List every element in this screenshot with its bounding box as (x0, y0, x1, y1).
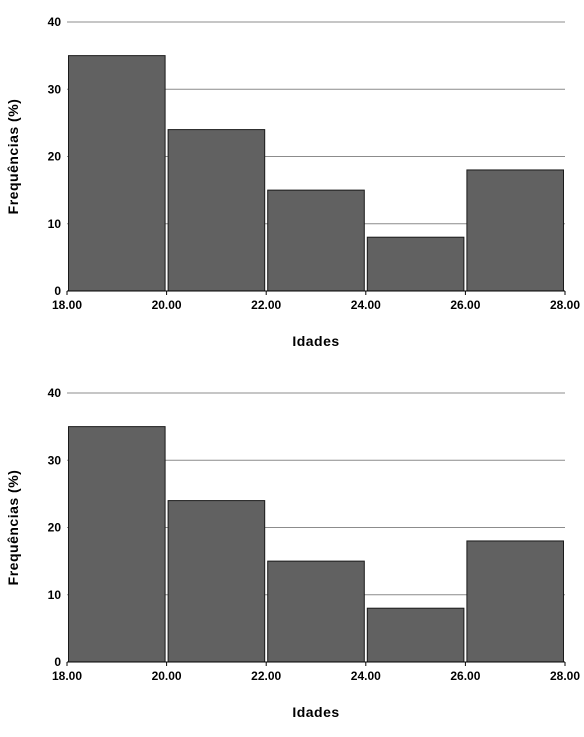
y-tick-label: 0 (54, 655, 61, 669)
histogram-chart-top: 0 10 20 30 40 18.00 20.00 22.00 24.00 26.00 28.00… (0, 0, 584, 366)
x-tick-labels: 18.00 20.00 22.00 24.00 26.00 28.00 (52, 291, 580, 312)
histogram-bar (68, 426, 166, 663)
y-axis-title: Frequências (%) (5, 99, 21, 215)
y-tick-label: 0 (54, 284, 61, 298)
y-tick-label: 10 (48, 588, 62, 602)
x-tick-label: 20.00 (152, 669, 182, 683)
chart-svg: 0 10 20 30 40 18.00 20.00 22.00 24.00 26.00 28.00… (5, 15, 580, 349)
y-axis-title: Frequências (%) (5, 470, 21, 586)
chart-svg: 0 10 20 30 40 18.00 20.00 22.00 24.00 26.00 28.00… (5, 386, 580, 720)
x-tick-label: 24.00 (351, 298, 381, 312)
histogram-chart-bottom: 0 10 20 30 40 18.00 20.00 22.00 24.00 26.00 28.00… (0, 371, 584, 737)
bars-layer (68, 55, 564, 292)
x-axis-title: Idades (292, 333, 339, 349)
x-tick-label: 28.00 (550, 669, 580, 683)
histogram-bar (167, 500, 266, 663)
x-tick-label: 18.00 (52, 669, 82, 683)
x-tick-label: 20.00 (152, 298, 182, 312)
histogram-bar (267, 189, 365, 292)
histogram-bar (466, 540, 564, 663)
x-tick-label: 22.00 (251, 298, 281, 312)
x-tick-label: 28.00 (550, 298, 580, 312)
y-tick-label: 40 (48, 15, 62, 29)
histogram-bar (366, 607, 465, 663)
y-tick-labels: 0 10 20 30 40 (48, 15, 62, 298)
x-tick-labels: 18.00 20.00 22.00 24.00 26.00 28.00 (52, 662, 580, 683)
y-tick-label: 30 (48, 453, 62, 467)
x-axis-title: Idades (292, 704, 339, 720)
x-tick-label: 24.00 (351, 669, 381, 683)
histogram-bar (167, 129, 266, 292)
y-tick-label: 40 (48, 386, 62, 400)
histogram-bar (466, 169, 564, 292)
y-tick-labels: 0 10 20 30 40 (48, 386, 62, 669)
histogram-bar (267, 560, 365, 663)
y-tick-label: 30 (48, 82, 62, 96)
bars-layer (68, 426, 564, 663)
histogram-bar (366, 236, 465, 292)
x-tick-label: 22.00 (251, 669, 281, 683)
y-tick-label: 20 (48, 521, 62, 535)
histogram-bar (68, 55, 166, 292)
y-tick-label: 10 (48, 217, 62, 231)
x-tick-label: 26.00 (450, 298, 480, 312)
x-tick-label: 26.00 (450, 669, 480, 683)
x-tick-label: 18.00 (52, 298, 82, 312)
y-tick-label: 20 (48, 150, 62, 164)
